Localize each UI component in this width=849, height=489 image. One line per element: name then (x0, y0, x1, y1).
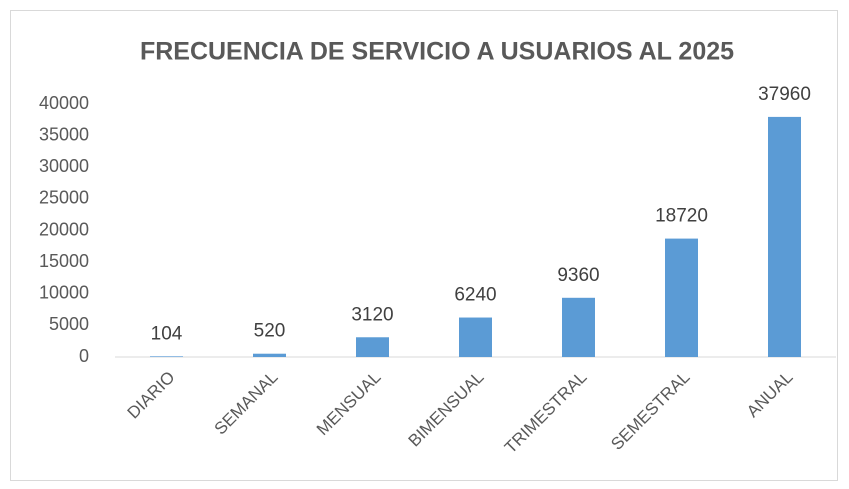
chart-border (10, 10, 838, 481)
bar (150, 356, 183, 357)
bar (562, 297, 595, 357)
data-label: 3120 (351, 304, 393, 325)
data-label: 9360 (557, 265, 599, 286)
data-label: 18720 (655, 206, 708, 227)
bar (665, 238, 698, 357)
y-tick-label: 0 (79, 346, 89, 366)
data-label: 37960 (758, 84, 811, 105)
bar (459, 317, 492, 357)
data-label: 520 (254, 321, 286, 342)
bar (356, 337, 389, 357)
data-label: 104 (151, 323, 183, 344)
y-tick-label: 35000 (39, 124, 89, 144)
y-tick-label: 5000 (49, 314, 89, 334)
y-tick-label: 40000 (39, 93, 89, 113)
bar (768, 116, 801, 357)
y-tick-label: 10000 (39, 283, 89, 303)
y-tick-label: 15000 (39, 251, 89, 271)
chart-title: FRECUENCIA DE SERVICIO A USUARIOS AL 202… (140, 38, 734, 66)
bar (253, 353, 286, 357)
y-tick-label: 30000 (39, 156, 89, 176)
y-tick-label: 25000 (39, 188, 89, 208)
y-tick-label: 20000 (39, 219, 89, 239)
data-label: 6240 (454, 285, 496, 306)
